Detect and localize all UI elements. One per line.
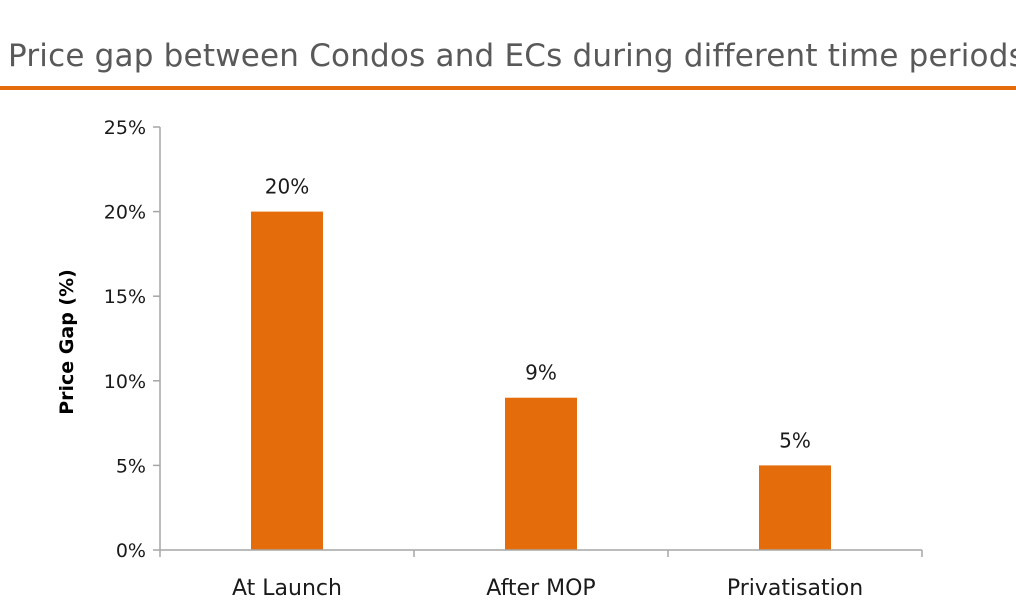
y-tick-label: 20%: [104, 202, 146, 224]
x-category-label: At Launch: [232, 576, 342, 601]
data-label: 5%: [779, 428, 811, 452]
chart-title: Price gap between Condos and ECs during …: [8, 38, 1016, 74]
y-tick-label: 10%: [104, 371, 146, 393]
x-category-label: Privatisation: [727, 576, 863, 601]
y-axis-ticks: 0% 5% 10% 15% 20% 25%: [104, 117, 160, 562]
x-axis-ticks: At Launch After MOP Privatisation: [159, 550, 923, 601]
bar-after-mop: [505, 397, 577, 550]
y-tick-label: 0%: [116, 540, 146, 562]
data-labels: 20% 9% 5%: [265, 175, 811, 453]
title-underline: [0, 86, 1016, 90]
data-label: 20%: [265, 175, 309, 199]
bar-at-launch: [251, 211, 323, 550]
y-tick-label: 15%: [104, 286, 146, 308]
y-axis-title: Price Gap (%): [56, 269, 78, 415]
x-category-label: After MOP: [486, 576, 595, 601]
y-tick-label: 25%: [104, 117, 146, 139]
bar-privatisation: [759, 465, 831, 550]
bars: [251, 211, 831, 550]
data-label: 9%: [525, 361, 557, 385]
y-tick-label: 5%: [116, 455, 146, 477]
